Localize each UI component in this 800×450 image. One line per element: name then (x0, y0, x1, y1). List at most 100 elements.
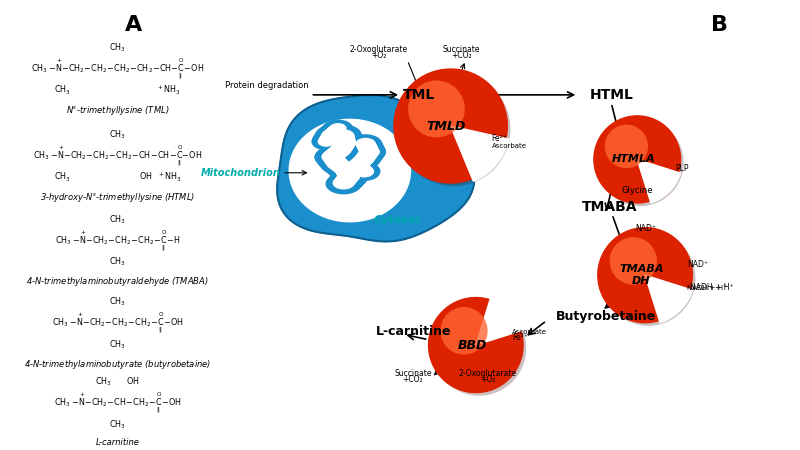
Circle shape (335, 163, 355, 175)
Circle shape (334, 176, 354, 188)
Text: $\mathrm{CH_3}$: $\mathrm{CH_3}$ (109, 418, 126, 431)
Circle shape (334, 130, 354, 142)
Circle shape (326, 126, 362, 146)
Text: $\mathrm{CH_3-\!\overset{+}{N}\!-\!CH_2\!-\!CH_2\!-\!CH_2\!-\!CH_2\!-\!\overset{: $\mathrm{CH_3-\!\overset{+}{N}\!-\!CH_2\… (31, 57, 204, 82)
Circle shape (323, 152, 343, 163)
Circle shape (318, 145, 352, 165)
Circle shape (359, 144, 378, 155)
Circle shape (315, 129, 343, 145)
Circle shape (321, 154, 355, 174)
Circle shape (345, 159, 376, 177)
Circle shape (320, 153, 354, 173)
Circle shape (334, 177, 354, 189)
Text: TMLD: TMLD (426, 120, 466, 133)
Text: +O₂: +O₂ (371, 51, 386, 60)
Circle shape (318, 151, 353, 171)
Circle shape (321, 143, 355, 162)
Circle shape (359, 145, 378, 156)
Text: Ascorbate: Ascorbate (491, 143, 526, 149)
Circle shape (348, 150, 380, 168)
Circle shape (344, 155, 375, 172)
Ellipse shape (598, 228, 692, 323)
Circle shape (322, 121, 351, 137)
Text: Protein degradation: Protein degradation (226, 81, 309, 90)
Circle shape (314, 131, 342, 147)
Circle shape (324, 140, 358, 159)
Circle shape (342, 156, 374, 174)
Circle shape (329, 160, 363, 180)
Text: $\mathrm{CH_3}$: $\mathrm{CH_3}$ (109, 296, 126, 308)
Circle shape (337, 166, 357, 178)
Text: PLP: PLP (675, 164, 689, 173)
Circle shape (354, 166, 374, 177)
Text: 3-hydroxy-$N^\varepsilon$-trimethyllysine (HTML): 3-hydroxy-$N^\varepsilon$-trimethyllysin… (40, 191, 195, 203)
Circle shape (346, 153, 377, 171)
Text: L-carnitine: L-carnitine (376, 325, 451, 338)
Circle shape (333, 162, 353, 173)
Text: TML: TML (403, 88, 435, 102)
Circle shape (342, 156, 374, 174)
Polygon shape (450, 126, 509, 181)
Circle shape (334, 162, 354, 174)
Circle shape (346, 152, 378, 170)
Circle shape (354, 142, 385, 160)
Circle shape (318, 125, 346, 141)
Circle shape (325, 155, 346, 166)
Circle shape (332, 166, 366, 186)
Circle shape (313, 133, 341, 148)
Ellipse shape (594, 116, 681, 203)
Circle shape (314, 130, 342, 146)
Circle shape (315, 128, 344, 144)
Circle shape (326, 148, 346, 160)
Circle shape (322, 142, 357, 161)
Circle shape (317, 149, 351, 169)
Ellipse shape (408, 81, 465, 137)
Text: 2-Oxoglutarate: 2-Oxoglutarate (458, 369, 517, 378)
Circle shape (351, 162, 370, 173)
Text: Mitochondrion: Mitochondrion (201, 168, 281, 178)
Ellipse shape (394, 69, 507, 183)
Text: Cytosol: Cytosol (374, 215, 420, 225)
Text: HTML: HTML (590, 88, 633, 102)
Circle shape (329, 171, 363, 191)
Circle shape (327, 158, 347, 169)
Circle shape (313, 132, 342, 148)
Circle shape (320, 134, 336, 143)
Circle shape (336, 174, 356, 186)
Text: $\mathrm{CH_3}$: $\mathrm{CH_3}$ (109, 213, 126, 226)
Circle shape (328, 158, 349, 170)
Circle shape (316, 127, 344, 143)
Circle shape (329, 160, 363, 180)
Circle shape (327, 159, 362, 179)
Circle shape (330, 159, 350, 171)
Circle shape (325, 149, 345, 161)
Circle shape (360, 147, 379, 157)
Circle shape (337, 167, 358, 179)
Circle shape (330, 160, 351, 172)
Circle shape (334, 131, 354, 143)
Text: NAD⁺: NAD⁺ (636, 224, 657, 233)
Text: +O₂: +O₂ (480, 375, 495, 384)
Polygon shape (594, 116, 681, 203)
Circle shape (329, 161, 364, 180)
Circle shape (357, 140, 376, 150)
Circle shape (322, 130, 338, 140)
Text: $\mathrm{CH_3\qquad\qquad\qquad\qquad\quad OH\ \ ^+NH_3}$: $\mathrm{CH_3\qquad\qquad\qquad\qquad\qu… (54, 171, 182, 184)
Polygon shape (598, 228, 692, 323)
Text: Butyrobetaine: Butyrobetaine (555, 310, 656, 323)
Circle shape (330, 170, 365, 190)
Ellipse shape (432, 301, 526, 396)
Circle shape (325, 139, 359, 158)
Circle shape (358, 142, 377, 153)
Text: $\mathrm{CH_3-\!\overset{+}{N}\!-\!CH_2\!-\!\overset{\ }{CH}\!-\!CH_2\!-\!\overs: $\mathrm{CH_3-\!\overset{+}{N}\!-\!CH_2\… (54, 391, 182, 416)
Text: $N^\varepsilon$-trimethyllysine (TML): $N^\varepsilon$-trimethyllysine (TML) (66, 104, 170, 117)
Circle shape (343, 156, 374, 173)
Circle shape (345, 154, 376, 171)
Circle shape (335, 137, 355, 149)
Circle shape (324, 120, 352, 136)
Text: NAD⁺: NAD⁺ (687, 261, 708, 270)
Circle shape (338, 170, 358, 181)
Circle shape (352, 157, 370, 167)
Circle shape (326, 157, 347, 168)
Circle shape (358, 141, 376, 152)
